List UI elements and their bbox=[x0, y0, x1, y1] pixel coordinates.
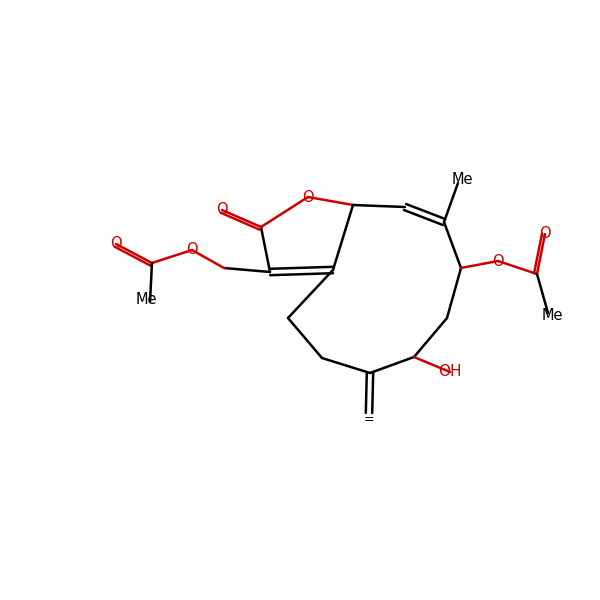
Text: O: O bbox=[492, 253, 504, 269]
Text: O: O bbox=[110, 236, 122, 251]
Text: =: = bbox=[364, 413, 374, 427]
Text: O: O bbox=[216, 202, 228, 217]
Text: O: O bbox=[539, 226, 551, 241]
Text: Me: Me bbox=[451, 173, 473, 187]
Text: O: O bbox=[186, 242, 198, 257]
Text: OH: OH bbox=[438, 364, 462, 379]
Text: Me: Me bbox=[541, 308, 563, 323]
Text: O: O bbox=[302, 190, 314, 205]
Text: Me: Me bbox=[135, 292, 157, 307]
